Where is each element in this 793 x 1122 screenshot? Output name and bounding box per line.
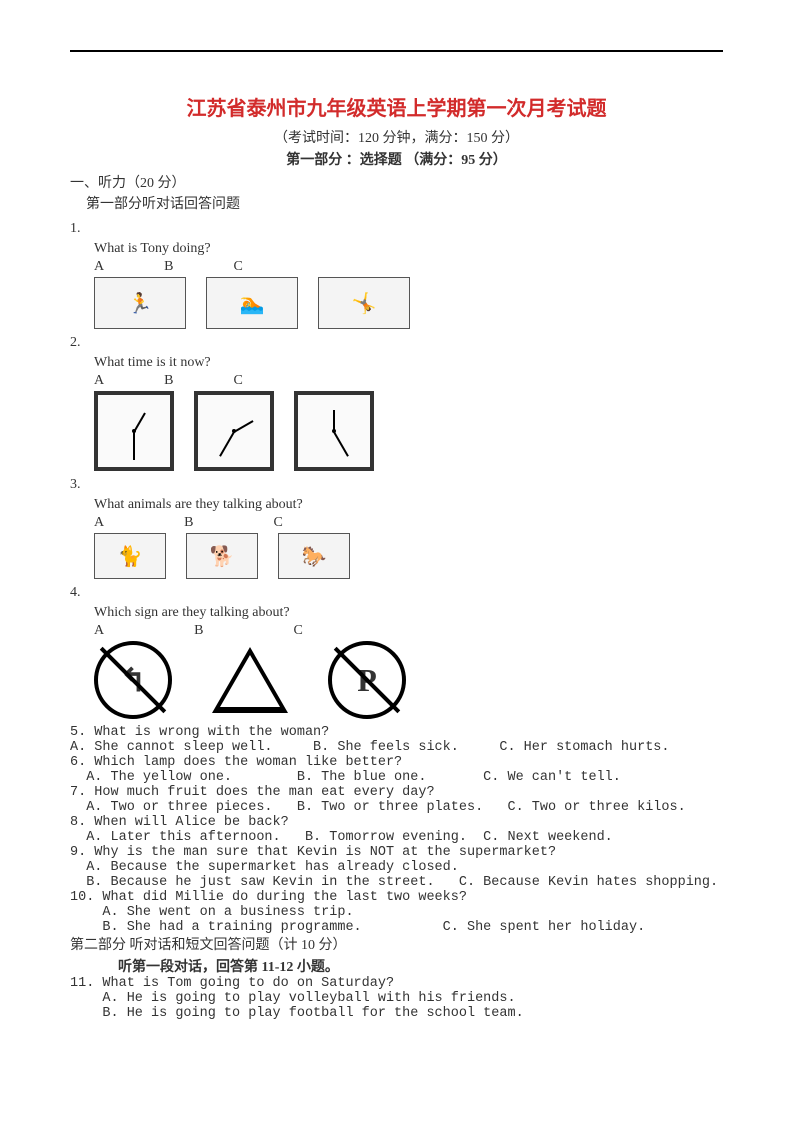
q2-abc: A B C xyxy=(94,373,723,389)
animals-icon: 🐎 xyxy=(278,533,350,579)
exam-title: 江苏省泰州市九年级英语上学期第一次月考试题 xyxy=(70,92,723,121)
q10: 10. What did Millie do during the last t… xyxy=(70,890,723,905)
q6-options: A. The yellow one. B. The blue one. C. W… xyxy=(70,770,723,785)
part1-title: 第一部分 ：选择题 （满分：95 分） xyxy=(70,149,723,169)
label-c: C xyxy=(233,259,242,275)
q3-num: 3. xyxy=(70,477,723,493)
q6: 6. Which lamp does the woman like better… xyxy=(70,755,723,770)
label-b: B xyxy=(194,623,203,639)
warning-sign-icon xyxy=(212,647,288,713)
q3-block: What animals are they talking about? A B… xyxy=(94,497,723,579)
label-b: B xyxy=(184,515,193,531)
q1-pics: 🏃 🏊 🤸 xyxy=(94,277,723,329)
jumping-icon: 🤸 xyxy=(318,277,410,329)
q1-text: What is Tony doing? xyxy=(94,241,723,257)
q2-num: 2. xyxy=(70,335,723,351)
q11-option-b: B. He is going to play football for the … xyxy=(70,1006,723,1021)
p-glyph: P xyxy=(357,662,377,699)
running-icon: 🏃 xyxy=(94,277,186,329)
q2-pics xyxy=(94,391,723,471)
label-c: C xyxy=(233,373,242,389)
swimming-icon: 🏊 xyxy=(206,277,298,329)
q9-option-bc: B. Because he just saw Kevin in the stre… xyxy=(70,875,723,890)
q8-options: A. Later this afternoon. B. Tomorrow eve… xyxy=(70,830,723,845)
q7: 7. How much fruit does the man eat every… xyxy=(70,785,723,800)
no-parking-icon: P xyxy=(328,641,406,719)
part2-header: 第二部分 听对话和短文回答问题（计 10 分） xyxy=(70,935,723,956)
q5-options: A. She cannot sleep well. B. She feels s… xyxy=(70,740,723,755)
label-b: B xyxy=(164,259,173,275)
exam-subtitle: （考试时间：120 分钟，满分：150 分） xyxy=(70,127,723,147)
q3-text: What animals are they talking about? xyxy=(94,497,723,513)
q7-options: A. Two or three pieces. B. Two or three … xyxy=(70,800,723,815)
q8: 8. When will Alice be back? xyxy=(70,815,723,830)
clock-icon xyxy=(294,391,374,471)
q5: 5. What is wrong with the woman? xyxy=(70,725,723,740)
q4-signs: ↰ P xyxy=(94,641,723,719)
label-a: A xyxy=(94,259,104,275)
page: 江苏省泰州市九年级英语上学期第一次月考试题 （考试时间：120 分钟，满分：15… xyxy=(0,0,793,1122)
part2-sub: 听第一段对话，回答第 11-12 小题。 xyxy=(118,956,723,976)
q10-option-a: A. She went on a business trip. xyxy=(70,905,723,920)
clock-icon xyxy=(194,391,274,471)
label-c: C xyxy=(293,623,302,639)
q4-block: Which sign are they talking about? A B C… xyxy=(94,605,723,719)
q1-abc: A B C xyxy=(94,259,723,275)
q3-abc: A B C xyxy=(94,515,723,531)
animals-icon: 🐕 xyxy=(186,533,258,579)
label-c: C xyxy=(273,515,282,531)
clock-icon xyxy=(94,391,174,471)
q4-text: Which sign are they talking about? xyxy=(94,605,723,621)
listening-sub: 第一部分听对话回答问题 xyxy=(86,194,723,215)
q1-block: What is Tony doing? A B C 🏃 🏊 🤸 xyxy=(94,241,723,329)
q1-num: 1. xyxy=(70,221,723,237)
q2-block: What time is it now? A B C xyxy=(94,355,723,471)
q4-num: 4. xyxy=(70,585,723,601)
q11-option-a: A. He is going to play volleyball with h… xyxy=(70,991,723,1006)
no-left-turn-icon: ↰ xyxy=(94,641,172,719)
q10-option-bc: B. She had a training programme. C. She … xyxy=(70,920,723,935)
q9-option-a: A. Because the supermarket has already c… xyxy=(70,860,723,875)
label-a: A xyxy=(94,373,104,389)
label-a: A xyxy=(94,623,104,639)
label-a: A xyxy=(94,515,104,531)
label-b: B xyxy=(164,373,173,389)
listening-header: 一、听力（20 分） xyxy=(70,173,723,194)
q3-pics: 🐈 🐕 🐎 xyxy=(94,533,723,579)
animals-icon: 🐈 xyxy=(94,533,166,579)
arrow-glyph: ↰ xyxy=(120,661,147,699)
q2-text: What time is it now? xyxy=(94,355,723,371)
q11: 11. What is Tom going to do on Saturday? xyxy=(70,976,723,991)
top-rule xyxy=(70,50,723,52)
q9: 9. Why is the man sure that Kevin is NOT… xyxy=(70,845,723,860)
q4-abc: A B C xyxy=(94,623,723,639)
